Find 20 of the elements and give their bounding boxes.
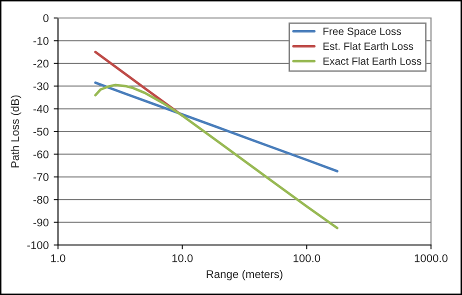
legend-label: Est. Flat Earth Loss	[323, 42, 414, 50]
legend-label: Exact Flat Earth Loss	[323, 57, 422, 65]
y-tick-label: 0	[43, 14, 49, 22]
y-tick-label: -10	[33, 36, 49, 45]
y-tick-label: -30	[33, 82, 49, 90]
x-tick-label: 1.0	[51, 254, 66, 262]
y-tick-label: -100	[27, 241, 49, 250]
y-tick-label: -20	[33, 60, 49, 68]
y-tick-label: -40	[33, 105, 49, 113]
x-axis-title: Range (meters)	[206, 270, 282, 280]
x-tick-label: 100.0	[294, 254, 320, 262]
y-axis-title: Path Loss (dB)	[10, 95, 22, 168]
x-tick-label: 10.0	[172, 254, 193, 262]
x-tick-label: 1000.0	[414, 254, 448, 262]
legend-label: Free Space Loss	[323, 28, 401, 38]
y-tick-label: -90	[33, 218, 49, 226]
y-tick-label: -70	[33, 173, 49, 182]
y-tick-label: -50	[33, 128, 49, 136]
y-tick-label: -80	[33, 196, 49, 204]
y-tick-label: -60	[33, 150, 49, 158]
